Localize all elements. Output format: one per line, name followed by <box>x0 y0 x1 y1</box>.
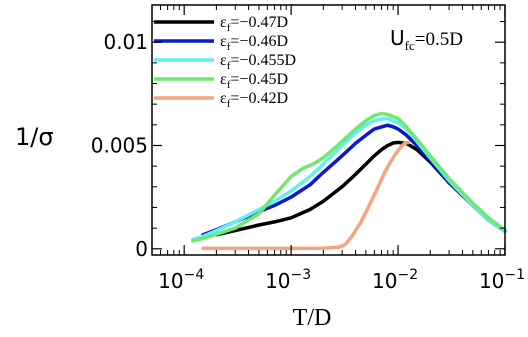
legend-label-2: εf=−0.46D <box>220 33 288 53</box>
series-line-4 <box>190 111 507 243</box>
legend-label-5: εf=−0.42D <box>220 90 288 110</box>
plot-border <box>151 4 506 256</box>
x-tick-label-1: 10−4 <box>158 267 204 293</box>
y-axis-label: 1/σ <box>15 123 54 151</box>
series-line-5 <box>201 140 411 251</box>
u-fc-annotation: Ufc=0.5D <box>390 26 463 53</box>
y-tick-label-3: 0.01 <box>103 30 148 54</box>
x-tick-label-4: 10−1 <box>479 267 525 293</box>
series-layer <box>190 111 507 251</box>
axis-ticks: 10−4 10−3 10−2 10−1 0 0.005 0.01 <box>91 5 525 293</box>
legend: εf=−0.47Dεf=−0.46Dεf=−0.455Dεf=−0.45Dεf=… <box>154 14 296 110</box>
y-tick-label-1: 0 <box>135 237 148 261</box>
x-tick-label-3: 10−2 <box>372 267 418 293</box>
legend-label-4: εf=−0.45D <box>220 71 288 91</box>
plot-frame <box>151 4 506 256</box>
legend-label-3: εf=−0.455D <box>220 52 296 72</box>
y-tick-label-2: 0.005 <box>91 133 148 157</box>
x-tick-label-2: 10−3 <box>265 267 311 293</box>
x-axis-label: T/D <box>293 305 332 331</box>
legend-label-1: εf=−0.47D <box>220 14 288 34</box>
